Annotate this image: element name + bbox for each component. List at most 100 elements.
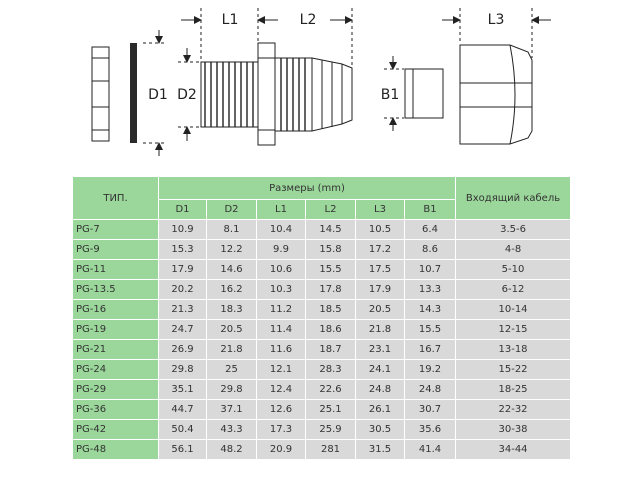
locknut-drawing <box>91 46 110 142</box>
cell-value: 20.5 <box>206 319 257 340</box>
cell-cable: 18-25 <box>455 379 572 400</box>
cell-value: 15.5 <box>403 319 457 340</box>
cell-value: 8.1 <box>206 219 257 240</box>
cell-value: 50.4 <box>158 419 207 440</box>
column-header: D1 <box>158 199 207 220</box>
cell-value: 44.7 <box>158 399 207 420</box>
cell-type: PG-9 <box>72 239 159 260</box>
cell-value: 48.2 <box>206 439 257 460</box>
column-header: B1 <box>403 199 457 220</box>
cell-value: 17.3 <box>256 419 306 440</box>
table-row: PG-21 26.9 21.8 11.6 18.7 23.1 16.7 13-18 <box>72 339 572 360</box>
cell-cable: 3.5-6 <box>455 219 572 240</box>
cell-value: 12.1 <box>256 359 306 380</box>
cell-cable: 22-32 <box>455 399 572 420</box>
cable-gland-drawing: L1 L2 L3 D1 D2 B1 <box>91 8 551 156</box>
cell-value: 281 <box>305 439 356 460</box>
cell-value: 20.5 <box>355 299 405 320</box>
cell-value: 19.2 <box>403 359 457 380</box>
cell-value: 20.9 <box>256 439 306 460</box>
cell-value: 26.1 <box>355 399 405 420</box>
cell-value: 21.3 <box>158 299 207 320</box>
cell-value: 15.8 <box>305 239 356 260</box>
column-header: L2 <box>305 199 356 220</box>
cell-cable: 30-38 <box>455 419 572 440</box>
label-d1: D1 <box>148 87 168 103</box>
cell-value: 14.6 <box>206 259 257 280</box>
cell-value: 24.7 <box>158 319 207 340</box>
cell-cable: 34-44 <box>455 439 572 460</box>
cell-value: 29.8 <box>158 359 207 380</box>
cell-value: 37.1 <box>206 399 257 420</box>
cell-value: 11.6 <box>256 339 306 360</box>
cell-value: 56.1 <box>158 439 207 460</box>
cell-type: PG-19 <box>72 319 159 340</box>
cell-type: PG-48 <box>72 439 159 460</box>
cell-value: 31.5 <box>355 439 405 460</box>
cell-value: 24.8 <box>355 379 405 400</box>
cell-value: 11.2 <box>256 299 306 320</box>
cell-value: 10.4 <box>256 219 306 240</box>
header-dimensions: Размеры (mm) <box>157 176 457 200</box>
cell-value: 15.5 <box>305 259 356 280</box>
cell-value: 21.8 <box>206 339 257 360</box>
dimension-d1 <box>143 30 166 156</box>
table-row: PG-9 15.3 12.2 9.9 15.8 17.2 8.6 4-8 <box>72 239 572 260</box>
table-row: PG-7 10.9 8.1 10.4 14.5 10.5 6.4 3.5-6 <box>72 219 572 240</box>
cell-cable: 15-22 <box>455 359 572 380</box>
cell-value: 10.3 <box>256 279 306 300</box>
cell-value: 12.4 <box>256 379 306 400</box>
cell-value: 16.7 <box>403 339 457 360</box>
table-row: PG-11 17.9 14.6 10.6 15.5 17.5 10.7 5-10 <box>72 259 572 280</box>
table-row: PG-29 35.1 29.8 12.4 22.6 24.8 24.8 18-25 <box>72 379 572 400</box>
cell-type: PG-21 <box>72 339 159 360</box>
cell-value: 17.9 <box>355 279 405 300</box>
cell-value: 9.9 <box>256 239 306 260</box>
cell-value: 17.2 <box>355 239 405 260</box>
dimension-d2 <box>178 48 200 141</box>
cell-value: 13.3 <box>403 279 457 300</box>
cell-value: 18.7 <box>305 339 356 360</box>
table-row: PG-19 24.7 20.5 11.4 18.6 21.8 15.5 12-15 <box>72 319 572 340</box>
cell-value: 17.8 <box>305 279 356 300</box>
column-header: L1 <box>256 199 306 220</box>
cell-value: 28.3 <box>305 359 356 380</box>
cell-value: 24.1 <box>355 359 405 380</box>
cell-value: 35.6 <box>403 419 457 440</box>
cell-value: 11.4 <box>256 319 306 340</box>
cell-value: 23.1 <box>355 339 405 360</box>
cell-value: 30.5 <box>355 419 405 440</box>
cell-value: 30.7 <box>403 399 457 420</box>
table-row: PG-13.5 20.2 16.2 10.3 17.8 17.9 13.3 6-12 <box>72 279 572 300</box>
cell-value: 10.9 <box>158 219 207 240</box>
cap-nut-drawing <box>459 44 533 145</box>
cell-value: 18.3 <box>206 299 257 320</box>
cell-value: 10.6 <box>256 259 306 280</box>
cell-value: 25.1 <box>305 399 356 420</box>
seal-insert-drawing <box>404 68 444 119</box>
cell-cable: 12-15 <box>455 319 572 340</box>
cell-value: 22.6 <box>305 379 356 400</box>
cell-value: 25 <box>206 359 257 380</box>
cell-value: 10.5 <box>355 219 405 240</box>
cell-value: 8.6 <box>403 239 457 260</box>
cell-type: PG-36 <box>72 399 159 420</box>
cell-value: 18.6 <box>305 319 356 340</box>
cell-type: PG-42 <box>72 419 159 440</box>
dimensions-table: ТИП. Размеры (mm) Входящий кабель D1 D2 … <box>72 176 572 460</box>
cell-value: 18.5 <box>305 299 356 320</box>
cell-cable: 4-8 <box>455 239 572 260</box>
cell-value: 12.6 <box>256 399 306 420</box>
label-l1: L1 <box>222 12 239 28</box>
o-ring-drawing <box>130 43 137 143</box>
cell-value: 43.3 <box>206 419 257 440</box>
cell-value: 35.1 <box>158 379 207 400</box>
cell-value: 16.2 <box>206 279 257 300</box>
label-l2: L2 <box>300 12 317 28</box>
header-cable: Входящий кабель <box>455 176 572 220</box>
cell-cable: 6-12 <box>455 279 572 300</box>
cell-type: PG-29 <box>72 379 159 400</box>
label-d2: D2 <box>177 87 197 103</box>
cell-value: 6.4 <box>403 219 457 240</box>
cell-type: PG-11 <box>72 259 159 280</box>
